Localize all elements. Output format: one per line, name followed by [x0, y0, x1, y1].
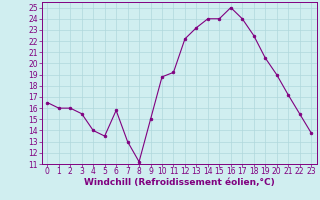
X-axis label: Windchill (Refroidissement éolien,°C): Windchill (Refroidissement éolien,°C) — [84, 178, 275, 187]
